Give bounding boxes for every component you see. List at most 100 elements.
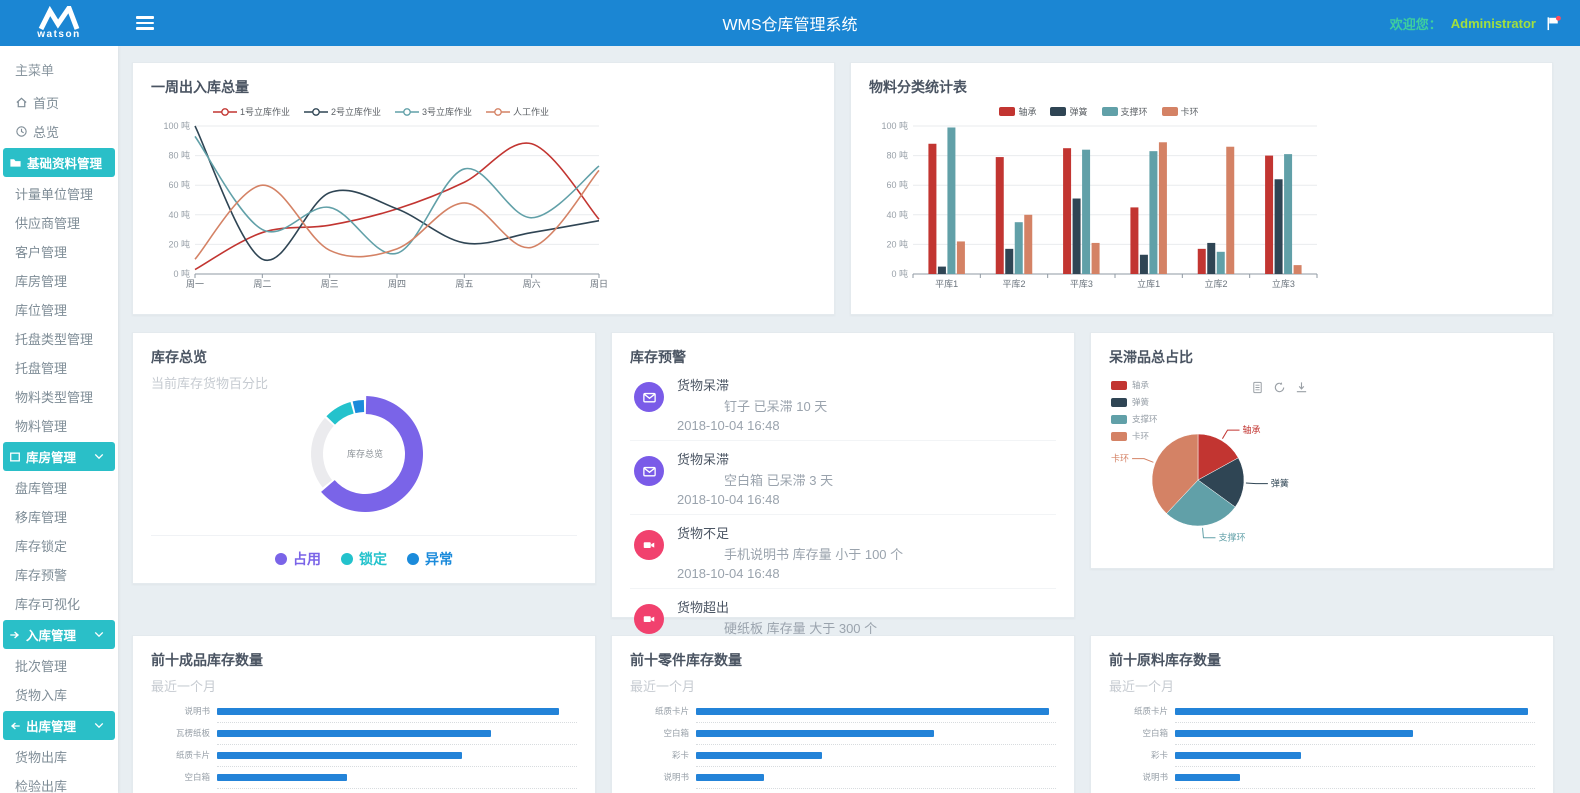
- sidebar-item-库存预警[interactable]: 库存预警: [0, 560, 118, 589]
- svg-text:周六: 周六: [523, 278, 541, 289]
- sidebar-item-首页[interactable]: 首页: [0, 88, 118, 117]
- sidebar-item-货物入库[interactable]: 货物入库: [0, 680, 118, 709]
- legend-item-2号立库作业[interactable]: 2号立库作业: [303, 105, 381, 118]
- card-inventory-warning: 库存预警 货物呆滞 钉子 已呆滞 10 天 2018-10-04 16:48 货物呆滞…: [611, 332, 1075, 655]
- sidebar-item-label: 基础资料管理: [27, 157, 103, 171]
- hbar-row: 空白箱: [1109, 727, 1535, 739]
- svg-text:20 吨: 20 吨: [168, 238, 190, 249]
- notification-flag-icon[interactable]: [1545, 15, 1562, 31]
- svg-text:60 吨: 60 吨: [168, 179, 190, 190]
- sidebar-item-label: 物料类型管理: [15, 390, 94, 405]
- legend-item-锁定[interactable]: 锁定: [341, 549, 387, 569]
- warning-item[interactable]: 货物呆滞 空白箱 已呆滞 3 天 2018-10-04 16:48: [630, 441, 1056, 515]
- sidebar-item-出库管理[interactable]: 出库管理: [3, 711, 115, 740]
- legend-item-支撑环[interactable]: 支撑环: [1101, 105, 1148, 118]
- warning-desc: 钉子 已呆滞 10 天: [724, 399, 828, 414]
- svg-text:支撑环: 支撑环: [1218, 532, 1245, 543]
- sidebar-item-库存可视化[interactable]: 库存可视化: [0, 589, 118, 618]
- legend-item-人工作业[interactable]: 人工作业: [486, 105, 549, 118]
- sidebar-item-客户管理[interactable]: 客户管理: [0, 237, 118, 266]
- legend-item-异常[interactable]: 异常: [407, 549, 453, 569]
- sidebar-item-基础资料管理[interactable]: 基础资料管理: [3, 148, 115, 177]
- axis-splitline: [217, 722, 577, 723]
- legend-item-占用[interactable]: 占用: [275, 549, 321, 569]
- card-top-finished-title: 前十成品库存数量: [151, 652, 263, 668]
- axis-splitline: [696, 788, 1056, 789]
- sidebar-item-label: 库房管理: [15, 274, 68, 289]
- line-marker-icon: [303, 107, 328, 116]
- sidebar-item-label: 首页: [33, 96, 60, 111]
- sidebar-item-库房管理[interactable]: 库房管理: [3, 442, 115, 471]
- refresh-icon[interactable]: [1273, 381, 1286, 394]
- weekly-chart-legend: 1号立库作业 2号立库作业 3号立库作业 人工作业: [151, 105, 611, 118]
- sidebar-item-物料类型管理[interactable]: 物料类型管理: [0, 382, 118, 411]
- logo[interactable]: watson: [0, 0, 118, 46]
- legend-item-轴承[interactable]: 轴承: [1111, 379, 1158, 391]
- card-top-parts-subtitle: 最近一个月: [630, 679, 696, 694]
- main-content: 一周出入库总量 1号立库作业 2号立库作业 3号立库作业 人工作业 0 吨 20 吨 40…: [118, 46, 1580, 793]
- legend-item-弹簧[interactable]: 弹簧: [1111, 396, 1158, 408]
- sidebar-item-检验出库[interactable]: 检验出库: [0, 771, 118, 793]
- sidebar-item-label: 库存锁定: [15, 539, 68, 554]
- card-stagnant-title: 呆滞品总占比: [1109, 349, 1193, 365]
- legend-item-轴承[interactable]: 轴承: [999, 105, 1036, 118]
- hbar-label: 瓦楞纸板: [175, 728, 210, 738]
- warning-item[interactable]: 货物呆滞 钉子 已呆滞 10 天 2018-10-04 16:48: [630, 367, 1056, 441]
- sidebar-item-库房管理[interactable]: 库房管理: [0, 266, 118, 295]
- hbar-bar: [1175, 751, 1301, 759]
- current-user[interactable]: Administrator: [1450, 15, 1536, 31]
- legend-item-弹簧[interactable]: 弹簧: [1050, 105, 1088, 118]
- sidebar-item-入库管理[interactable]: 入库管理: [3, 620, 115, 649]
- sidebar-item-label: 物料管理: [15, 419, 68, 434]
- legend-dot-icon: [407, 553, 419, 565]
- card-top-finished: 前十成品库存数量 最近一个月 说明书 瓦楞纸板 纸质卡片 空白箱: [132, 635, 596, 793]
- sidebar-item-托盘类型管理[interactable]: 托盘类型管理: [0, 324, 118, 353]
- sidebar-item-托盘管理[interactable]: 托盘管理: [0, 353, 118, 382]
- sidebar-item-货物出库[interactable]: 货物出库: [0, 742, 118, 771]
- sidebar-item-总览[interactable]: 总览: [0, 117, 118, 146]
- top-finished-bars: 说明书 瓦楞纸板 纸质卡片 空白箱: [151, 705, 577, 789]
- sidebar-item-库存锁定[interactable]: 库存锁定: [0, 531, 118, 560]
- svg-text:40 吨: 40 吨: [168, 209, 190, 220]
- warning-item[interactable]: 货物不足 手机说明书 库存量 小于 100 个 2018-10-04 16:48: [630, 515, 1056, 589]
- axis-splitline: [1175, 766, 1535, 767]
- legend-item-支撑环[interactable]: 支撑环: [1111, 413, 1158, 425]
- sidebar-item-label: 出库管理: [26, 720, 77, 734]
- sidebar-item-label: 托盘管理: [15, 361, 68, 376]
- axis-splitline: [217, 766, 577, 767]
- svg-text:周日: 周日: [590, 279, 608, 289]
- legend-item-3号立库作业[interactable]: 3号立库作业: [395, 105, 472, 118]
- sidebar-item-label: 库存预警: [15, 568, 68, 583]
- axis-splitline: [696, 722, 1056, 723]
- legend-item-1号立库作业[interactable]: 1号立库作业: [212, 105, 290, 118]
- hbar-label: 纸质卡片: [1133, 706, 1168, 716]
- sidebar-item-移库管理[interactable]: 移库管理: [0, 502, 118, 531]
- inbound-icon: [9, 629, 21, 641]
- sidebar: 主菜单 首页 总览 基础资料管理 计量单位管理 供应商管理 客户管理 库房管理 库位管理 托盘类…: [0, 46, 118, 793]
- download-icon[interactable]: [1295, 381, 1308, 394]
- sidebar-item-label: 货物出库: [15, 750, 68, 765]
- sidebar-item-盘库管理[interactable]: 盘库管理: [0, 473, 118, 502]
- sidebar-item-库位管理[interactable]: 库位管理: [0, 295, 118, 324]
- sidebar-item-批次管理[interactable]: 批次管理: [0, 651, 118, 680]
- sidebar-item-物料管理[interactable]: 物料管理: [0, 411, 118, 440]
- card-top-finished-subtitle: 最近一个月: [151, 679, 217, 694]
- card-top-raw: 前十原料库存数量 最近一个月 纸质卡片 空白箱 彩卡 说明书: [1090, 635, 1554, 793]
- sidebar-item-供应商管理[interactable]: 供应商管理: [0, 208, 118, 237]
- svg-text:60 吨: 60 吨: [886, 179, 908, 190]
- legend-item-卡环[interactable]: 卡环: [1161, 105, 1199, 118]
- line-marker-icon: [212, 107, 237, 116]
- sidebar-item-计量单位管理[interactable]: 计量单位管理: [0, 179, 118, 208]
- axis-splitline: [696, 766, 1056, 767]
- menu-toggle-icon[interactable]: [136, 16, 154, 30]
- data-view-icon[interactable]: [1251, 381, 1264, 394]
- sidebar-item-label: 盘库管理: [15, 481, 68, 496]
- card-top-raw-subtitle: 最近一个月: [1109, 679, 1175, 694]
- hbar-bar: [696, 773, 765, 781]
- stagnant-pie-legend: 轴承 弹簧 支撑环 卡环: [1111, 379, 1158, 442]
- legend-item-卡环[interactable]: 卡环: [1111, 430, 1158, 442]
- hbar-bar: [217, 729, 491, 737]
- legend-swatch-icon: [1101, 107, 1118, 116]
- svg-text:轴承: 轴承: [1243, 424, 1261, 435]
- svg-text:立库2: 立库2: [1204, 278, 1227, 289]
